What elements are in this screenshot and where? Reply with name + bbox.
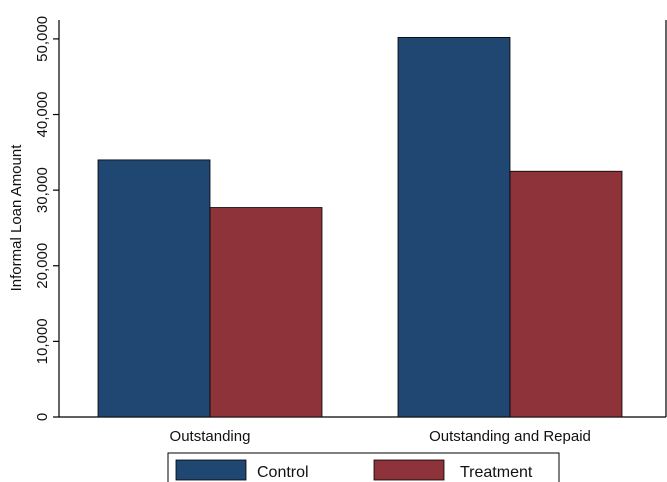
y-tick-label: 40,000: [34, 92, 51, 138]
legend-swatch-control: [175, 459, 247, 481]
legend-label-control: Control: [257, 464, 309, 481]
y-tick-label: 50,000: [34, 16, 51, 62]
bar-control-outstanding-and-repaid: [397, 36, 511, 418]
legend-label-treatment: Treatment: [460, 464, 533, 481]
x-tick-labels: Outstanding Outstanding and Repaid: [170, 428, 591, 445]
y-tick-label: 20,000: [34, 243, 51, 289]
y-tick-label: 0: [34, 413, 51, 421]
y-tick-label: 10,000: [34, 318, 51, 364]
y-tick-label: 30,000: [34, 167, 51, 213]
x-tick-label-outstanding: Outstanding: [170, 428, 251, 445]
bar-control-outstanding: [97, 159, 211, 418]
y-ticks: 0 10,000 20,000 30,000 40,000 50,000: [34, 16, 59, 421]
bar-treatment-outstanding: [209, 207, 323, 418]
bar-treatment-outstanding-and-repaid: [509, 170, 623, 418]
legend: Control Treatment: [167, 452, 560, 482]
x-tick-label-outstanding-and-repaid: Outstanding and Repaid: [429, 428, 591, 445]
y-axis-title: Informal Loan Amount: [8, 144, 25, 292]
bars: [97, 36, 623, 418]
legend-swatch-treatment: [373, 459, 445, 481]
